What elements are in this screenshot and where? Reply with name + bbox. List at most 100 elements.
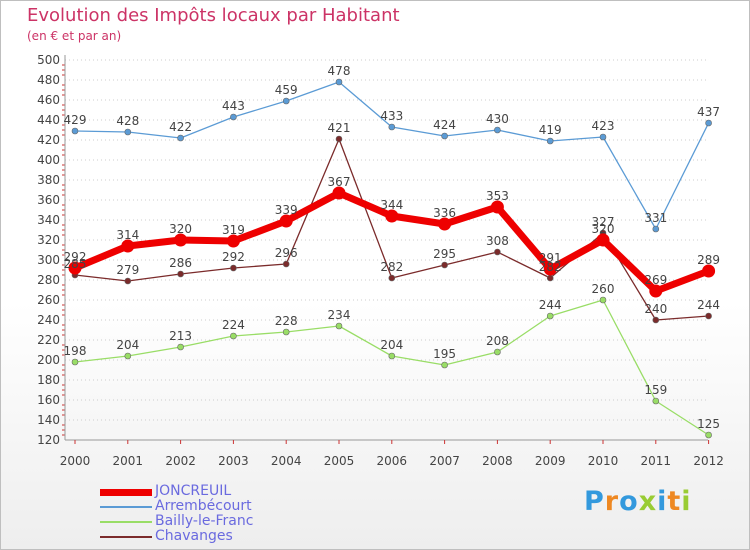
- logo-letter: P: [584, 486, 605, 517]
- data-label: 308: [486, 234, 509, 248]
- data-label: 429: [64, 113, 87, 127]
- data-label: 367: [328, 175, 351, 189]
- data-label: 320: [592, 222, 615, 236]
- x-tick-label: 2009: [535, 454, 566, 468]
- data-label: 292: [64, 250, 87, 264]
- legend-swatch: [100, 506, 152, 508]
- data-label: 282: [380, 260, 403, 274]
- data-point: [279, 214, 293, 228]
- data-point: [599, 296, 607, 304]
- data-point: [652, 316, 660, 324]
- data-point: [546, 312, 554, 320]
- legend-swatch: [100, 536, 152, 538]
- data-point: [282, 260, 290, 268]
- data-point: [385, 209, 399, 223]
- data-label: 423: [592, 119, 615, 133]
- y-tick-label: 340: [37, 213, 60, 227]
- data-point: [335, 322, 343, 330]
- logo-letter: i: [681, 486, 692, 517]
- data-label: 234: [328, 308, 351, 322]
- data-label: 327: [592, 215, 615, 229]
- x-tick-label: 2003: [218, 454, 249, 468]
- data-point: [705, 119, 712, 127]
- data-point: [438, 217, 452, 231]
- x-tick-label: 2002: [165, 454, 196, 468]
- x-tick-label: 2001: [113, 454, 144, 468]
- data-label: 260: [592, 282, 615, 296]
- data-label: 437: [697, 105, 720, 119]
- data-point: [282, 328, 290, 336]
- chart-title: Evolution des Impôts locaux par Habitant: [27, 5, 400, 26]
- data-point: [71, 358, 79, 366]
- y-tick-label: 360: [37, 193, 60, 207]
- data-point: [702, 264, 716, 278]
- x-tick-label: 2011: [641, 454, 672, 468]
- legend-swatch: [100, 488, 152, 496]
- data-label: 433: [380, 109, 403, 123]
- data-label: 240: [644, 302, 667, 316]
- data-label: 339: [275, 203, 298, 217]
- data-point: [71, 127, 79, 135]
- data-label: 336: [433, 206, 456, 220]
- data-label: 279: [116, 263, 139, 277]
- data-label: 419: [539, 123, 562, 137]
- chart-subtitle: (en € et par an): [27, 29, 122, 43]
- data-point: [177, 270, 184, 278]
- data-point: [388, 274, 396, 282]
- data-point: [494, 348, 501, 356]
- series-line-bailly-le-franc: [74, 299, 710, 436]
- x-tick-label: 2012: [693, 454, 724, 468]
- data-label: 443: [222, 99, 245, 113]
- y-tick-label: 220: [37, 333, 60, 347]
- data-label: 289: [697, 253, 720, 267]
- data-label: 159: [644, 383, 667, 397]
- data-point: [596, 233, 610, 247]
- data-point: [124, 277, 132, 285]
- y-tick-label: 380: [37, 173, 60, 187]
- data-point: [705, 431, 712, 439]
- y-tick-label: 200: [37, 353, 60, 367]
- y-tick-label: 260: [37, 293, 60, 307]
- data-label: 331: [644, 211, 667, 225]
- y-tick-label: 280: [37, 273, 60, 287]
- legend-swatch: [100, 521, 152, 523]
- y-tick-label: 420: [37, 133, 60, 147]
- data-label: 224: [222, 318, 245, 332]
- data-label: 208: [486, 334, 509, 348]
- data-label: 195: [433, 347, 456, 361]
- data-point: [546, 274, 554, 282]
- y-tick-label: 400: [37, 153, 60, 167]
- data-label: 478: [328, 64, 351, 78]
- data-point: [705, 312, 712, 320]
- y-tick-label: 180: [37, 373, 60, 387]
- data-label: 428: [116, 114, 139, 128]
- data-point: [599, 133, 607, 141]
- logo-letter: t: [667, 486, 682, 517]
- data-label: 125: [697, 417, 720, 431]
- legend-label: Bailly-le-Franc: [155, 513, 254, 529]
- data-point: [177, 134, 184, 142]
- logo-letter: o: [619, 486, 639, 517]
- data-label: 213: [169, 329, 192, 343]
- data-point: [124, 128, 132, 136]
- data-point: [494, 126, 501, 134]
- data-point: [652, 397, 660, 405]
- y-tick-label: 440: [37, 113, 60, 127]
- data-point: [282, 97, 290, 105]
- data-label: 286: [169, 256, 192, 270]
- proxiti-logo: Proxiti: [584, 486, 692, 517]
- data-point: [230, 332, 237, 340]
- data-point: [230, 264, 237, 272]
- data-label: 204: [116, 338, 139, 352]
- data-point: [177, 343, 184, 351]
- data-point: [68, 261, 82, 275]
- x-tick-label: 2010: [588, 454, 619, 468]
- data-point: [335, 135, 343, 143]
- data-label: 244: [697, 298, 720, 312]
- logo-letter: i: [657, 486, 668, 517]
- data-point: [543, 262, 557, 276]
- data-label: 198: [64, 344, 87, 358]
- logo-letter: x: [638, 486, 658, 517]
- data-point: [490, 200, 504, 214]
